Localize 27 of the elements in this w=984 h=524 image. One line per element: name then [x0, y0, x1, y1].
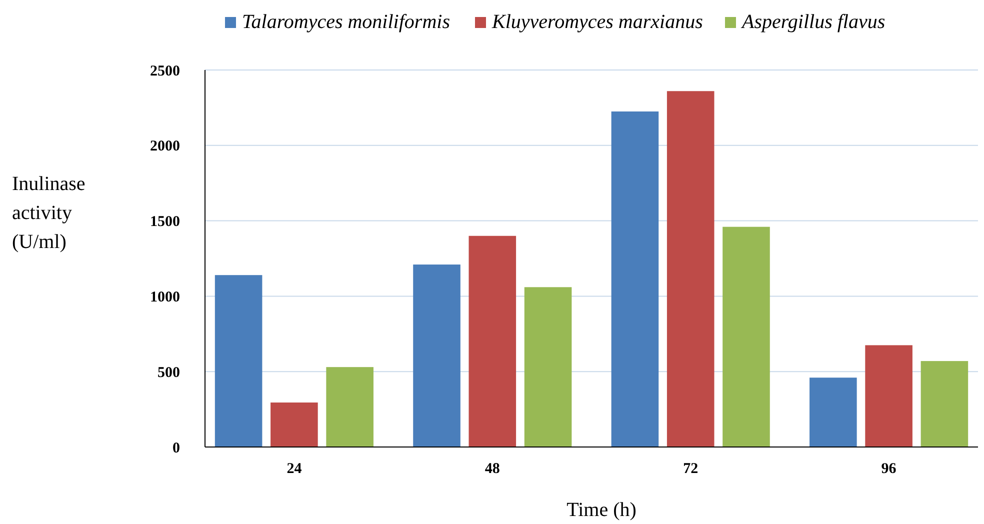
bar	[468, 236, 516, 447]
y-tick-label: 500	[158, 364, 180, 381]
y-tick-label: 0	[172, 440, 180, 456]
legend-label: Aspergillus flavus	[740, 11, 886, 33]
bar	[413, 264, 460, 447]
legend-label: Kluyveromyces marxianus	[491, 11, 704, 33]
bar	[722, 226, 770, 447]
y-tick-label: 2500	[150, 63, 180, 80]
x-tick-label: 96	[881, 461, 897, 477]
bar	[920, 361, 968, 447]
bar	[810, 378, 857, 447]
legend-label: Talaromyces moniliformis	[242, 11, 450, 33]
bar	[524, 287, 572, 447]
x-tick-label: 24	[286, 461, 302, 477]
x-tick-label: 72	[683, 461, 698, 477]
y-tick-label: 1500	[150, 214, 180, 230]
x-tick-label: 48	[484, 461, 500, 477]
bar	[326, 367, 374, 447]
y-tick-label: 2000	[150, 138, 180, 155]
y-axis-title: Inulinase activity (U/ml)	[12, 173, 86, 253]
x-axis-title: Time (h)	[566, 499, 636, 521]
bar	[865, 345, 912, 447]
y-tick-label: 1000	[150, 289, 180, 306]
bar	[214, 275, 262, 447]
bar	[270, 402, 318, 447]
bar	[666, 91, 714, 447]
bar	[611, 111, 659, 447]
